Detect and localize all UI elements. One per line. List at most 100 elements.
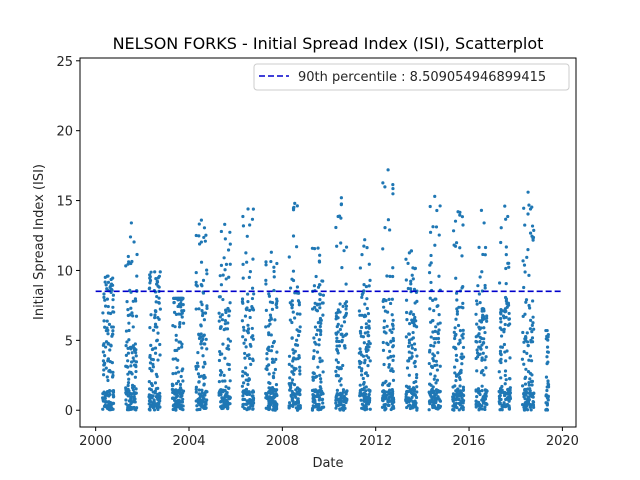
scatter-point <box>528 231 533 235</box>
scatter-point <box>312 284 317 288</box>
scatter-point <box>482 221 486 225</box>
scatter-point <box>297 405 301 409</box>
scatter-point <box>321 401 325 405</box>
scatter-point <box>460 352 464 356</box>
scatter-point <box>248 223 252 227</box>
scatter-point <box>428 230 433 234</box>
scatter-point <box>316 393 320 397</box>
scatter-point <box>406 359 410 363</box>
scatter-point <box>101 392 105 396</box>
scatter-point <box>383 185 387 189</box>
scatter-point <box>243 390 247 394</box>
scatter-point <box>155 279 159 283</box>
scatter-point <box>104 329 108 333</box>
scatter-point <box>453 365 457 369</box>
scatter-point <box>194 280 198 284</box>
scatter-point <box>528 354 533 358</box>
scatter-point <box>268 313 273 317</box>
scatter-point <box>247 275 251 279</box>
scatter-point <box>181 404 185 408</box>
scatter-point <box>200 391 204 395</box>
scatter-point <box>250 217 255 221</box>
scatter-point <box>291 278 296 283</box>
scatter-point <box>292 366 296 370</box>
scatter-point <box>173 325 177 329</box>
scatter-point <box>313 305 317 309</box>
scatter-point <box>483 286 487 290</box>
scatter-point <box>129 306 133 310</box>
scatter-point <box>178 322 182 326</box>
scatter-point <box>126 404 130 408</box>
scatter-point <box>503 390 507 395</box>
scatter-point <box>522 285 526 290</box>
scatter-point <box>127 328 131 333</box>
scatter-point <box>454 401 459 405</box>
scatter-point <box>461 401 465 405</box>
scatter-point <box>181 321 186 325</box>
scatter-point <box>454 291 459 295</box>
scatter-point <box>150 369 154 373</box>
scatter-point <box>524 404 529 408</box>
scatter-point <box>475 348 479 352</box>
scatter-point <box>366 402 371 406</box>
scatter-point <box>527 383 531 387</box>
scatter-point <box>453 334 457 338</box>
scatter-point-max <box>223 222 227 226</box>
scatter-point <box>407 373 411 377</box>
scatter-point <box>131 314 135 318</box>
scatter-point <box>507 405 511 409</box>
scatter-point <box>129 347 133 351</box>
scatter-point <box>475 388 479 392</box>
scatter-point <box>158 342 162 347</box>
scatter-point <box>148 275 152 279</box>
scatter-point <box>411 277 415 281</box>
scatter-point <box>503 322 507 327</box>
scatter-point <box>241 335 245 339</box>
scatter-point <box>201 334 205 338</box>
scatter-point <box>250 296 255 301</box>
scatter-point <box>504 359 508 363</box>
scatter-point <box>499 240 503 245</box>
scatter-point <box>525 351 529 355</box>
scatter-point-max <box>269 250 273 254</box>
scatter-point <box>177 340 181 344</box>
scatter-point <box>203 393 207 397</box>
scatter-point <box>104 340 109 344</box>
scatter-point <box>245 373 249 377</box>
scatter-point <box>359 331 363 335</box>
scatter-point <box>201 337 205 341</box>
scatter-point <box>405 396 409 400</box>
scatter-point <box>382 362 386 367</box>
scatter-point <box>429 394 433 399</box>
scatter-point <box>269 391 273 396</box>
scatter-point <box>197 336 202 341</box>
scatter-point <box>478 319 482 323</box>
scatter-point <box>200 388 204 392</box>
scatter-point <box>504 266 508 271</box>
scatter-point <box>133 342 137 346</box>
scatter-point <box>529 379 534 384</box>
y-axis-label: Initial Spread Index (ISI) <box>32 164 47 320</box>
scatter-point <box>111 370 115 374</box>
scatter-point <box>175 393 179 397</box>
scatter-point <box>111 329 115 333</box>
scatter-point <box>153 346 158 350</box>
scatter-point <box>126 351 130 355</box>
scatter-point-max <box>293 201 297 205</box>
scatter-point <box>264 282 268 286</box>
scatter-point <box>504 252 508 257</box>
scatter-point <box>179 301 183 305</box>
scatter-point <box>314 332 319 337</box>
scatter-point <box>410 351 414 355</box>
scatter-point <box>157 301 161 305</box>
scatter-point <box>287 362 291 367</box>
scatter-point <box>384 299 388 303</box>
scatter-point <box>227 347 231 351</box>
scatter-point <box>246 292 250 296</box>
scatter-point <box>453 405 457 409</box>
scatter-point <box>242 406 247 411</box>
scatter-point <box>103 304 108 308</box>
scatter-point <box>247 353 251 357</box>
scatter-point-max <box>106 274 110 278</box>
scatter-point <box>529 338 533 342</box>
